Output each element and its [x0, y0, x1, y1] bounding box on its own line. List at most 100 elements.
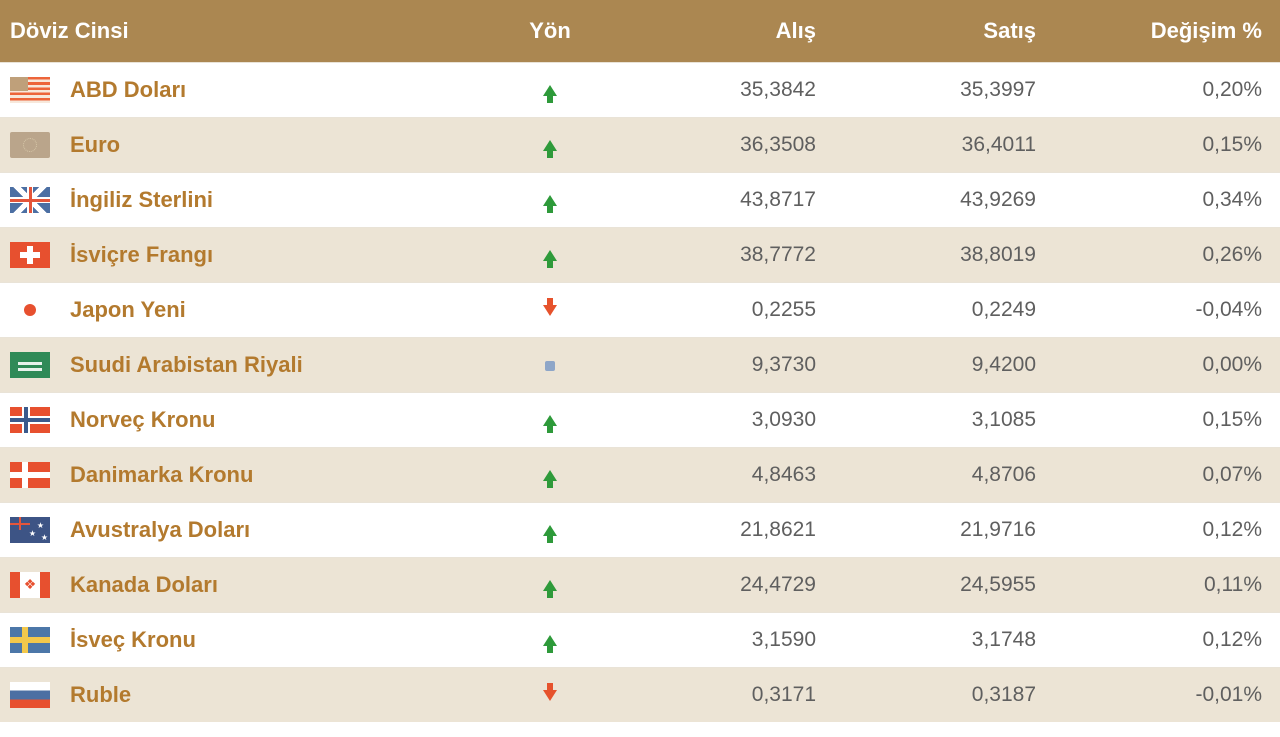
currency-name-cell: Avustralya Doları — [0, 503, 490, 558]
direction-cell — [490, 448, 610, 503]
change-percent: 0,15% — [1050, 118, 1280, 173]
sell-price: 43,9269 — [830, 173, 1050, 228]
buy-price: 0,3171 — [610, 668, 830, 723]
currency-link[interactable]: Norveç Kronu — [70, 407, 215, 433]
sell-price: 24,5955 — [830, 558, 1050, 613]
currency-link[interactable]: İngiliz Sterlini — [70, 187, 213, 213]
change-percent: 0,20% — [1050, 63, 1280, 118]
buy-price: 3,1590 — [610, 613, 830, 668]
sell-price: 21,9716 — [830, 503, 1050, 558]
currency-link[interactable]: Euro — [70, 132, 120, 158]
currency-name-cell: İsveç Kronu — [0, 613, 490, 668]
direction-cell — [490, 173, 610, 228]
change-percent: -0,01% — [1050, 668, 1280, 723]
sell-price: 0,2249 — [830, 283, 1050, 338]
eu-flag-icon — [10, 132, 50, 158]
currency-link[interactable]: Avustralya Doları — [70, 517, 250, 543]
table-row[interactable]: ABD Doları 35,384235,39970,20% — [0, 63, 1280, 118]
direction-cell — [490, 558, 610, 613]
change-percent: 0,12% — [1050, 503, 1280, 558]
header-currency-type: Döviz Cinsi — [0, 0, 490, 63]
au-flag-icon — [10, 517, 50, 543]
direction-cell — [490, 613, 610, 668]
table-row[interactable]: İsviçre Frangı 38,777238,80190,26% — [0, 228, 1280, 283]
sell-price: 0,3187 — [830, 668, 1050, 723]
currency-name-cell: ABD Doları — [0, 63, 490, 118]
currency-name-cell: Danimarka Kronu — [0, 448, 490, 503]
table-row[interactable]: Kanada Doları 24,472924,59550,11% — [0, 558, 1280, 613]
direction-cell — [490, 228, 610, 283]
arrow-up-icon — [543, 635, 557, 646]
neutral-icon — [545, 361, 555, 371]
table-row[interactable]: Euro 36,350836,40110,15% — [0, 118, 1280, 173]
currency-link[interactable]: ABD Doları — [70, 77, 186, 103]
currency-name-cell: Norveç Kronu — [0, 393, 490, 448]
arrow-up-icon — [543, 85, 557, 96]
buy-price: 3,0930 — [610, 393, 830, 448]
table-row[interactable]: İngiliz Sterlini 43,871743,92690,34% — [0, 173, 1280, 228]
header-buy: Alış — [610, 0, 830, 63]
direction-cell — [490, 393, 610, 448]
buy-price: 38,7772 — [610, 228, 830, 283]
arrow-up-icon — [543, 415, 557, 426]
direction-cell — [490, 338, 610, 393]
currency-link[interactable]: Suudi Arabistan Riyali — [70, 352, 303, 378]
buy-price: 36,3508 — [610, 118, 830, 173]
currency-link[interactable]: İsveç Kronu — [70, 627, 196, 653]
currency-name-cell: Euro — [0, 118, 490, 173]
change-percent: 0,00% — [1050, 338, 1280, 393]
direction-cell — [490, 118, 610, 173]
header-change: Değişim % — [1050, 0, 1280, 63]
table-row[interactable]: Norveç Kronu 3,09303,10850,15% — [0, 393, 1280, 448]
table-header-row: Döviz Cinsi Yön Alış Satış Değişim % — [0, 0, 1280, 63]
se-flag-icon — [10, 627, 50, 653]
change-percent: 0,11% — [1050, 558, 1280, 613]
currency-link[interactable]: Ruble — [70, 682, 131, 708]
buy-price: 35,3842 — [610, 63, 830, 118]
table-row[interactable]: Japon Yeni0,22550,2249-0,04% — [0, 283, 1280, 338]
arrow-up-icon — [543, 580, 557, 591]
arrow-up-icon — [543, 250, 557, 261]
currency-link[interactable]: Danimarka Kronu — [70, 462, 253, 488]
arrow-down-icon — [543, 690, 557, 701]
no-flag-icon — [10, 407, 50, 433]
buy-price: 9,3730 — [610, 338, 830, 393]
currency-name-cell: Suudi Arabistan Riyali — [0, 338, 490, 393]
table-row[interactable]: İsveç Kronu 3,15903,17480,12% — [0, 613, 1280, 668]
direction-cell — [490, 668, 610, 723]
sell-price: 3,1748 — [830, 613, 1050, 668]
currency-link[interactable]: İsviçre Frangı — [70, 242, 213, 268]
arrow-up-icon — [543, 140, 557, 151]
currency-name-cell: Ruble — [0, 668, 490, 723]
table-row[interactable]: Suudi Arabistan Riyali9,37309,42000,00% — [0, 338, 1280, 393]
sell-price: 35,3997 — [830, 63, 1050, 118]
sell-price: 38,8019 — [830, 228, 1050, 283]
buy-price: 24,4729 — [610, 558, 830, 613]
currency-name-cell: İsviçre Frangı — [0, 228, 490, 283]
currency-name-cell: Japon Yeni — [0, 283, 490, 338]
ca-flag-icon — [10, 572, 50, 598]
table-row[interactable]: Danimarka Kronu4,84634,87060,07% — [0, 448, 1280, 503]
table-row[interactable]: Avustralya Doları 21,862121,97160,12% — [0, 503, 1280, 558]
currency-name-cell: İngiliz Sterlini — [0, 173, 490, 228]
change-percent: 0,26% — [1050, 228, 1280, 283]
table-body: ABD Doları 35,384235,39970,20% Euro 36,3508… — [0, 63, 1280, 723]
currency-link[interactable]: Kanada Doları — [70, 572, 218, 598]
dk-flag-icon — [10, 462, 50, 488]
buy-price: 21,8621 — [610, 503, 830, 558]
table-row[interactable]: Ruble 0,31710,3187-0,01% — [0, 668, 1280, 723]
arrow-up-icon — [543, 195, 557, 206]
arrow-down-icon — [543, 305, 557, 316]
sell-price: 36,4011 — [830, 118, 1050, 173]
buy-price: 4,8463 — [610, 448, 830, 503]
sell-price: 3,1085 — [830, 393, 1050, 448]
change-percent: 0,34% — [1050, 173, 1280, 228]
currency-link[interactable]: Japon Yeni — [70, 297, 186, 323]
ru-flag-icon — [10, 682, 50, 708]
currency-name-cell: Kanada Doları — [0, 558, 490, 613]
buy-price: 43,8717 — [610, 173, 830, 228]
change-percent: 0,15% — [1050, 393, 1280, 448]
header-sell: Satış — [830, 0, 1050, 63]
currency-rates-table: Döviz Cinsi Yön Alış Satış Değişim % ABD… — [0, 0, 1280, 722]
change-percent: 0,12% — [1050, 613, 1280, 668]
